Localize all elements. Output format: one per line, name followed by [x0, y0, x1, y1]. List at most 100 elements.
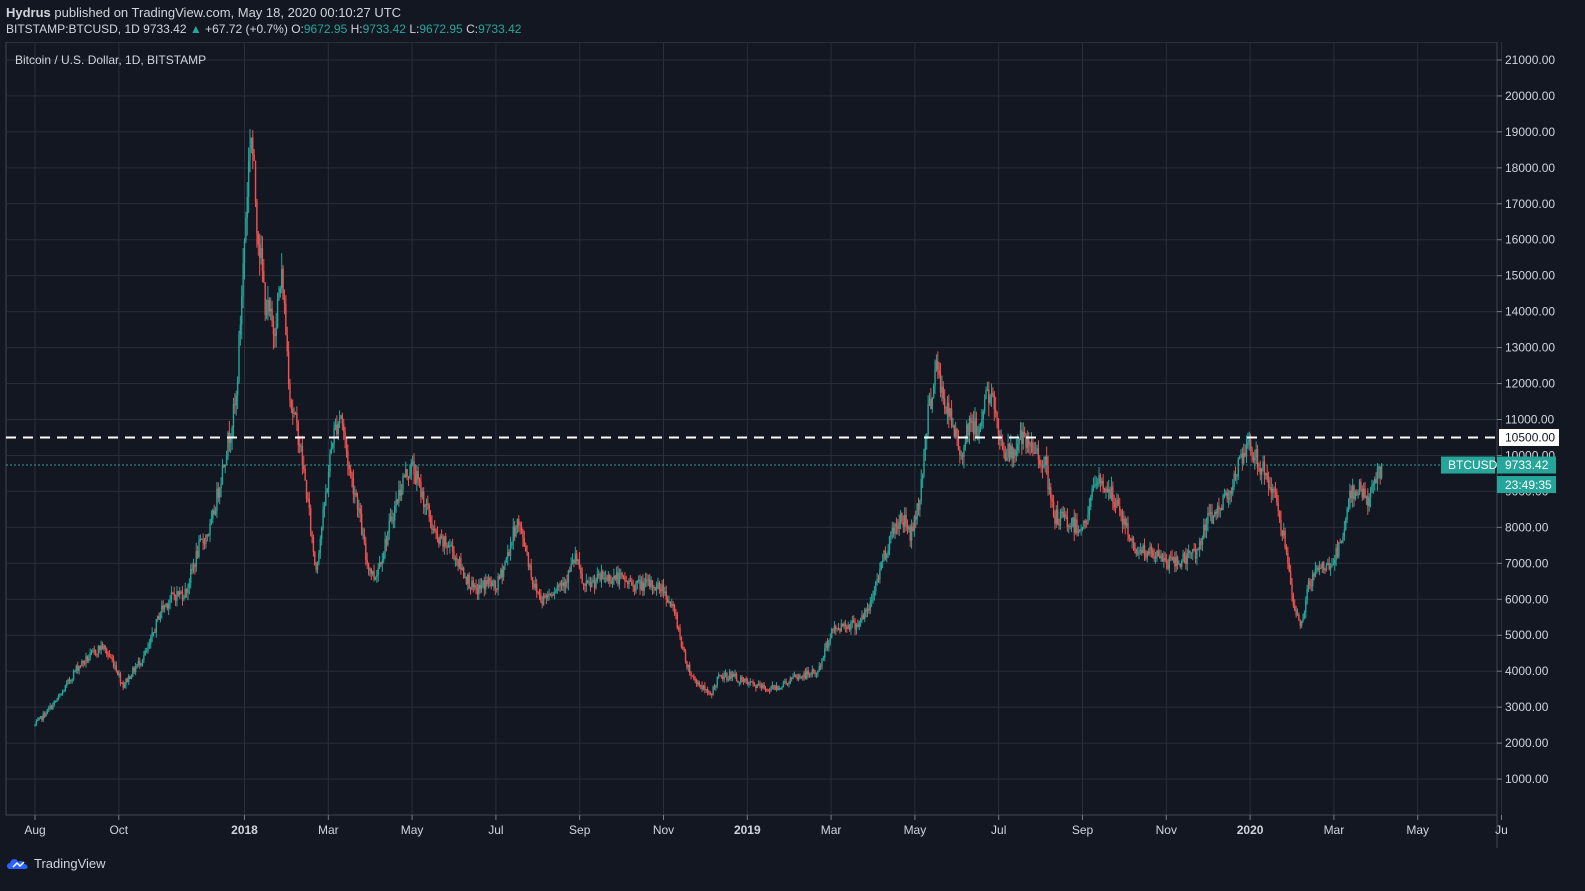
candle-body — [891, 527, 893, 532]
candle-body — [349, 469, 352, 474]
candle-body — [868, 608, 870, 611]
candle-body — [985, 390, 987, 399]
candle-body — [367, 563, 370, 571]
candle-body — [287, 351, 290, 384]
price-tick-label: 8000.00 — [1505, 520, 1549, 534]
candle-body — [1280, 519, 1282, 531]
candle-body — [1146, 551, 1148, 558]
candle-body — [1025, 434, 1027, 448]
candle-body — [366, 559, 368, 564]
candle-body — [1230, 490, 1233, 494]
candle-body — [46, 709, 49, 715]
candle-body — [734, 673, 736, 677]
candle-body — [126, 678, 129, 683]
candle-body — [837, 628, 840, 630]
candle-body — [184, 588, 186, 598]
candle-body — [177, 591, 180, 596]
candle-body — [556, 585, 559, 591]
candles — [34, 128, 1383, 727]
candle-body — [107, 653, 109, 655]
candle-body — [538, 592, 541, 595]
candle-body — [276, 298, 279, 328]
price-axis[interactable]: 1000.00 2000.00 3000.00 4000.00 5000.00 6000.… — [1497, 53, 1555, 786]
candle-body — [942, 386, 944, 399]
candle-body — [1028, 437, 1030, 446]
candle-body — [128, 675, 130, 683]
candle-body — [429, 517, 432, 524]
candle-body — [502, 566, 505, 578]
candle-body — [1171, 557, 1173, 561]
candle-body — [224, 464, 226, 467]
candle-body — [966, 424, 968, 443]
candle-body — [1345, 519, 1347, 530]
candle-body — [188, 583, 191, 588]
candle-body — [854, 622, 856, 630]
candle-body — [330, 447, 333, 454]
candle-body — [680, 637, 683, 647]
symbol-timeframe[interactable]: BITSTAMP:BTCUSD, 1D — [6, 22, 140, 36]
candle-body — [123, 684, 126, 688]
candle-body — [737, 680, 739, 683]
candle-body — [631, 581, 633, 586]
candle-body — [1092, 486, 1095, 489]
candle-body — [920, 478, 922, 501]
candle-body — [822, 657, 825, 659]
price-tick-label: 18000.00 — [1505, 161, 1555, 175]
candle-body — [410, 462, 412, 475]
candle-body — [1076, 519, 1078, 534]
tradingview-brand[interactable]: TradingView — [6, 853, 106, 873]
candle-body — [817, 671, 819, 674]
candle-body — [263, 271, 265, 283]
candle-body — [693, 676, 695, 680]
candle-body — [628, 580, 630, 585]
candle-body — [1283, 530, 1285, 536]
candle-body — [698, 682, 701, 686]
candle-body — [376, 575, 378, 578]
time-axis[interactable]: Aug Oct 2018 Mar May Jul Sep Nov 2019 Mar May Jul Se… — [24, 815, 1508, 837]
candle-body — [866, 608, 869, 612]
candle-body — [432, 528, 435, 530]
candle-body — [1109, 489, 1111, 499]
candle-body — [1331, 564, 1333, 567]
candle-body — [396, 499, 399, 503]
candle-body — [472, 580, 474, 588]
countdown-tag-label: 23:49:35 — [1505, 478, 1552, 492]
author-name[interactable]: Hydrus — [6, 5, 51, 20]
time-tick-label: Jul — [991, 823, 1006, 837]
candle-body — [101, 645, 104, 650]
candle-body — [420, 481, 422, 498]
time-tick-label: Mar — [318, 823, 339, 837]
candle-body — [967, 424, 969, 436]
candle-body — [1163, 558, 1165, 562]
candle-body — [285, 303, 287, 335]
candle-body — [1270, 487, 1273, 493]
candle-body — [392, 520, 395, 522]
candle-body — [673, 605, 676, 613]
candle-body — [1154, 557, 1157, 559]
candle-body — [141, 660, 144, 664]
plot-area[interactable] — [5, 42, 1498, 816]
candle-body — [751, 681, 753, 683]
candle-body — [1216, 505, 1219, 514]
candle-body — [110, 657, 112, 659]
candle-body — [1010, 445, 1012, 458]
candle-body — [1131, 538, 1133, 541]
candle-body — [133, 667, 135, 672]
candle-body — [1121, 515, 1124, 525]
candle-body — [948, 402, 950, 417]
candle-body — [640, 581, 643, 590]
candle-body — [879, 568, 881, 580]
candle-body — [352, 478, 355, 495]
candle-body — [764, 688, 767, 690]
candle-body — [1362, 488, 1365, 498]
candle-body — [205, 535, 207, 545]
candle-body — [611, 579, 614, 584]
candle-body — [668, 601, 670, 603]
ohlc-line: BITSTAMP:BTCUSD, 1D 9733.42 ▲ +67.72 (+0… — [6, 22, 521, 36]
candle-body — [739, 676, 742, 683]
candle-body — [613, 575, 615, 580]
candle-body — [304, 469, 306, 481]
price-chart[interactable]: Bitcoin / U.S. Dollar, 1D, BITSTAMP 1000… — [0, 42, 1585, 848]
candle-body — [792, 676, 794, 679]
candle-body — [661, 584, 663, 592]
